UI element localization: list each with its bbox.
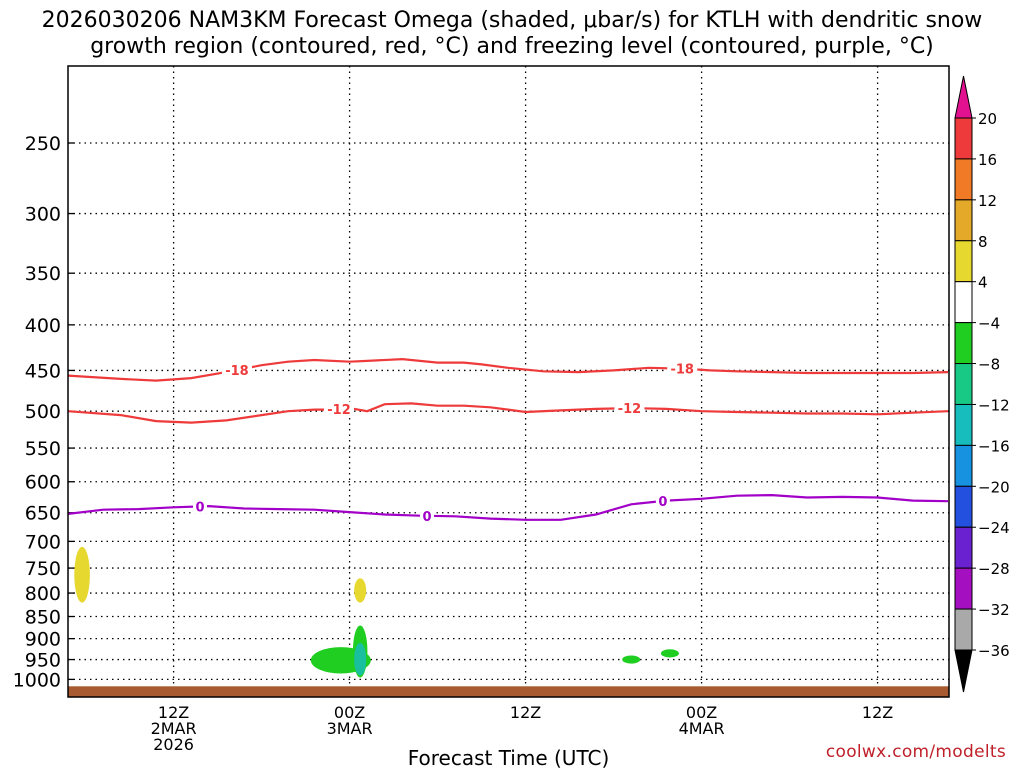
- y-tick-label: 700: [25, 531, 61, 553]
- contour-label: 0: [423, 510, 432, 525]
- title-line-2: growth region (contoured, red, °C) and f…: [90, 34, 934, 59]
- colorbar-swatch: [954, 567, 973, 610]
- colorbar-label: −24: [978, 519, 1010, 537]
- x-tick-label: 12Z: [862, 703, 893, 722]
- y-tick-label: 950: [25, 650, 61, 672]
- colorbar-label: −12: [978, 396, 1010, 414]
- colorbar-label: −32: [978, 601, 1010, 619]
- contour-label-bg: [193, 499, 207, 514]
- y-tick-label: 800: [25, 583, 61, 605]
- colorbar-label: 16: [978, 151, 997, 169]
- terrain-band: [68, 686, 949, 697]
- y-tick-label: 250: [25, 133, 61, 155]
- colorbar-over-arrow: [954, 75, 973, 119]
- omega-shading: [74, 546, 679, 678]
- contour-label: 0: [195, 500, 204, 515]
- x-tick-label: 00Z: [686, 703, 717, 722]
- colorbar-under-arrow: [954, 649, 973, 693]
- colorbar-label: 20: [978, 110, 997, 128]
- colorbar-label: 12: [978, 192, 997, 210]
- colorbar-swatch: [954, 403, 973, 446]
- omega-region: [660, 649, 679, 658]
- colorbar-label: −8: [978, 356, 1000, 374]
- y-tick-label: 550: [25, 438, 61, 460]
- colorbar-swatch: [954, 240, 973, 283]
- colorbar-swatch: [954, 608, 973, 651]
- contour-label-bg: [221, 363, 252, 378]
- contour-line: -12 -12: [67, 401, 949, 424]
- colorbar: 20 16 12 8 4 −4 −8 −12 −16 −20 −24 −28 −32 −36: [954, 75, 1010, 693]
- omega-region: [622, 655, 641, 664]
- plot-frame: [67, 65, 950, 698]
- x-tick-label: 00Z: [334, 703, 365, 722]
- contour-label-bg: [324, 402, 355, 417]
- contour-label: -12: [618, 402, 642, 417]
- contour-label-bg: [667, 361, 698, 376]
- y-tick-label: 450: [25, 360, 61, 382]
- y-tick-label: 300: [25, 204, 61, 226]
- y-tick-label: 850: [25, 607, 61, 629]
- contour-label-bg: [420, 508, 435, 523]
- colorbar-label: −36: [978, 642, 1010, 660]
- contour-label: -12: [327, 403, 351, 418]
- colorbar-label: 8: [978, 233, 988, 251]
- omega-region: [354, 642, 367, 676]
- colorbar-swatch: [954, 199, 973, 242]
- colorbar-swatch: [954, 444, 973, 487]
- colorbar-swatch: [954, 158, 973, 201]
- x-axis-title: Forecast Time (UTC): [408, 746, 610, 768]
- contour-label: -18: [225, 364, 249, 379]
- contour-label: 0: [658, 495, 667, 510]
- contour-path: [67, 402, 949, 424]
- colorbar-label: −4: [978, 315, 1000, 333]
- colorbar-swatch: [954, 322, 973, 365]
- colorbar-label: −16: [978, 437, 1010, 455]
- omega-region: [354, 578, 367, 603]
- y-tick-label: 650: [25, 503, 61, 525]
- y-tick-label: 600: [25, 472, 61, 494]
- colorbar-swatch: [954, 526, 973, 569]
- y-axis: 2503003504004505005506006507007508008509…: [13, 133, 949, 691]
- y-tick-label: 900: [25, 629, 61, 651]
- plot-area: [68, 66, 949, 697]
- colorbar-swatch: [954, 281, 973, 324]
- x-tick-label: 3MAR: [327, 719, 373, 738]
- y-tick-label: 1000: [13, 669, 61, 691]
- contour-label: -18: [670, 363, 694, 378]
- colorbar-swatch: [954, 363, 973, 405]
- omega-region: [74, 546, 90, 603]
- colorbar-label: −20: [978, 478, 1010, 496]
- x-tick-label: 2026: [153, 735, 194, 754]
- colorbar-label: −28: [978, 560, 1010, 578]
- credit-text[interactable]: coolwx.com/modelts: [825, 742, 1006, 762]
- x-tick-label: 4MAR: [679, 719, 725, 738]
- y-tick-label: 750: [25, 558, 61, 580]
- contour-label-bg: [614, 401, 645, 416]
- x-tick-label: 12Z: [510, 703, 541, 722]
- colorbar-swatch: [954, 485, 973, 528]
- title-line-1: 2026030206 NAM3KM Forecast Omega (shaded…: [41, 8, 983, 33]
- colorbar-label: 4: [978, 274, 988, 292]
- x-tick-label: 2MAR: [151, 719, 197, 738]
- y-tick-label: 350: [25, 263, 61, 285]
- contour-line: 0 0 0: [67, 493, 949, 525]
- colorbar-swatch: [954, 117, 973, 160]
- x-tick-label: 12Z: [158, 703, 189, 722]
- contour-line: -18 -18: [67, 357, 949, 382]
- contour-path: [67, 493, 949, 521]
- y-tick-label: 500: [25, 401, 61, 423]
- y-tick-label: 400: [25, 315, 61, 337]
- contour-label-bg: [655, 493, 670, 508]
